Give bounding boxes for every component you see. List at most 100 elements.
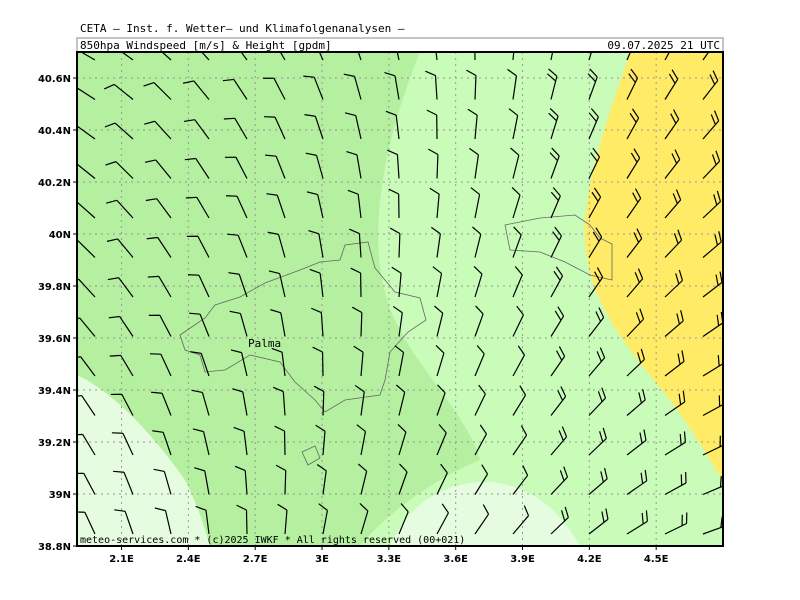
- wind-barb: [384, 71, 400, 100]
- wind-barb: [548, 107, 559, 140]
- wind-barb: [306, 191, 324, 219]
- wind-barb: [550, 52, 554, 61]
- lon-tick-label: 4.5E: [644, 554, 669, 565]
- wind-barb: [224, 156, 248, 179]
- wind-barb: [470, 187, 481, 219]
- wind-barb: [467, 108, 478, 140]
- wind-barb: [303, 75, 324, 100]
- wind-barb: [230, 349, 248, 377]
- wind-barb: [626, 228, 643, 258]
- lon-tick-label: 2.1E: [109, 554, 134, 565]
- header-timestamp: 09.07.2025 21 UTC: [607, 39, 720, 52]
- wind-barb: [626, 389, 646, 416]
- wind-barb: [304, 114, 324, 140]
- wind-barb: [194, 467, 210, 495]
- wind-barb: [266, 193, 286, 219]
- wind-barb: [626, 469, 648, 495]
- wind-barb: [318, 52, 324, 61]
- lat-tick-label: 39.2N: [38, 438, 71, 449]
- wind-barb: [436, 384, 446, 416]
- wind-barb: [151, 391, 172, 416]
- wind-barb: [195, 505, 210, 535]
- wind-barb: [472, 226, 482, 258]
- wind-barb: [391, 266, 402, 298]
- wind-barb: [192, 428, 210, 456]
- wind-barb: [588, 267, 604, 298]
- wind-barb: [234, 465, 248, 495]
- wind-barb: [546, 68, 558, 100]
- wind-barb: [550, 506, 569, 535]
- wind-barb: [474, 52, 476, 61]
- wind-barb: [702, 150, 721, 179]
- wind-barb: [473, 265, 483, 298]
- wind-barb: [397, 423, 407, 456]
- lat-tick-label: 39.4N: [38, 386, 71, 397]
- island-mallorca: [179, 241, 427, 413]
- wind-barb: [77, 394, 96, 416]
- plot-frame: [76, 51, 724, 547]
- wind-barb: [474, 384, 486, 416]
- wind-barb: [272, 386, 286, 416]
- wind-barb: [223, 117, 248, 140]
- wind-barb: [343, 73, 362, 100]
- wind-barb: [149, 353, 172, 377]
- wind-barb: [664, 471, 687, 496]
- wind-barb: [392, 305, 403, 337]
- wind-barb: [512, 345, 526, 377]
- wind-barb: [664, 390, 686, 416]
- wind-barb: [154, 507, 172, 535]
- wind-barb: [356, 424, 367, 456]
- wind-barb: [474, 464, 489, 495]
- wind-barb: [626, 52, 632, 61]
- lon-tick-label: 3.6E: [443, 554, 468, 565]
- wind-barb: [161, 52, 172, 61]
- wind-barb: [550, 187, 561, 219]
- wind-barb: [240, 52, 248, 61]
- wind-barb: [626, 108, 640, 140]
- wind-barb: [274, 425, 286, 456]
- wind-barb: [474, 504, 490, 535]
- lat-tick-label: 40.2N: [38, 178, 71, 189]
- wind-barb: [588, 387, 607, 416]
- wind-barb: [702, 52, 710, 61]
- wind-barb: [435, 52, 438, 61]
- wind-barb: [271, 347, 286, 377]
- wind-barb: [474, 345, 485, 377]
- wind-barb: [702, 190, 722, 219]
- wind-barb: [512, 52, 515, 61]
- plot-fill: [77, 52, 723, 546]
- wind-barb: [550, 466, 569, 495]
- wind-barb: [227, 233, 248, 258]
- wind-barb: [550, 306, 565, 337]
- wind-barb: [313, 385, 325, 416]
- wind-barb: [626, 308, 645, 337]
- wind-barb: [512, 465, 529, 495]
- wind-barb: [550, 266, 564, 298]
- wind-barb: [664, 69, 679, 100]
- wind-barb: [435, 344, 445, 377]
- wind-barb: [512, 425, 528, 456]
- wind-barb: [267, 231, 286, 258]
- wind-barb: [511, 186, 521, 219]
- wind-barb: [233, 426, 248, 456]
- wind-barb: [466, 69, 477, 100]
- wind-barb: [114, 509, 134, 535]
- lat-tick-label: 39.6N: [38, 334, 71, 345]
- wind-barb: [318, 503, 329, 535]
- wind-barb: [354, 384, 365, 416]
- wind-barb: [77, 125, 96, 140]
- wind-barb: [512, 266, 523, 298]
- wind-barb: [702, 516, 723, 535]
- wind-barb: [222, 78, 248, 100]
- wind-barb: [588, 347, 606, 377]
- wind-barb: [152, 430, 172, 456]
- wind-barb: [549, 147, 560, 179]
- wind-barb: [426, 109, 438, 140]
- wind-barb: [186, 235, 210, 258]
- wind-barb: [434, 305, 444, 337]
- wind-barb: [104, 122, 134, 140]
- wind-barb: [664, 310, 684, 337]
- wind-barb: [106, 238, 134, 258]
- wind-barb: [388, 188, 400, 219]
